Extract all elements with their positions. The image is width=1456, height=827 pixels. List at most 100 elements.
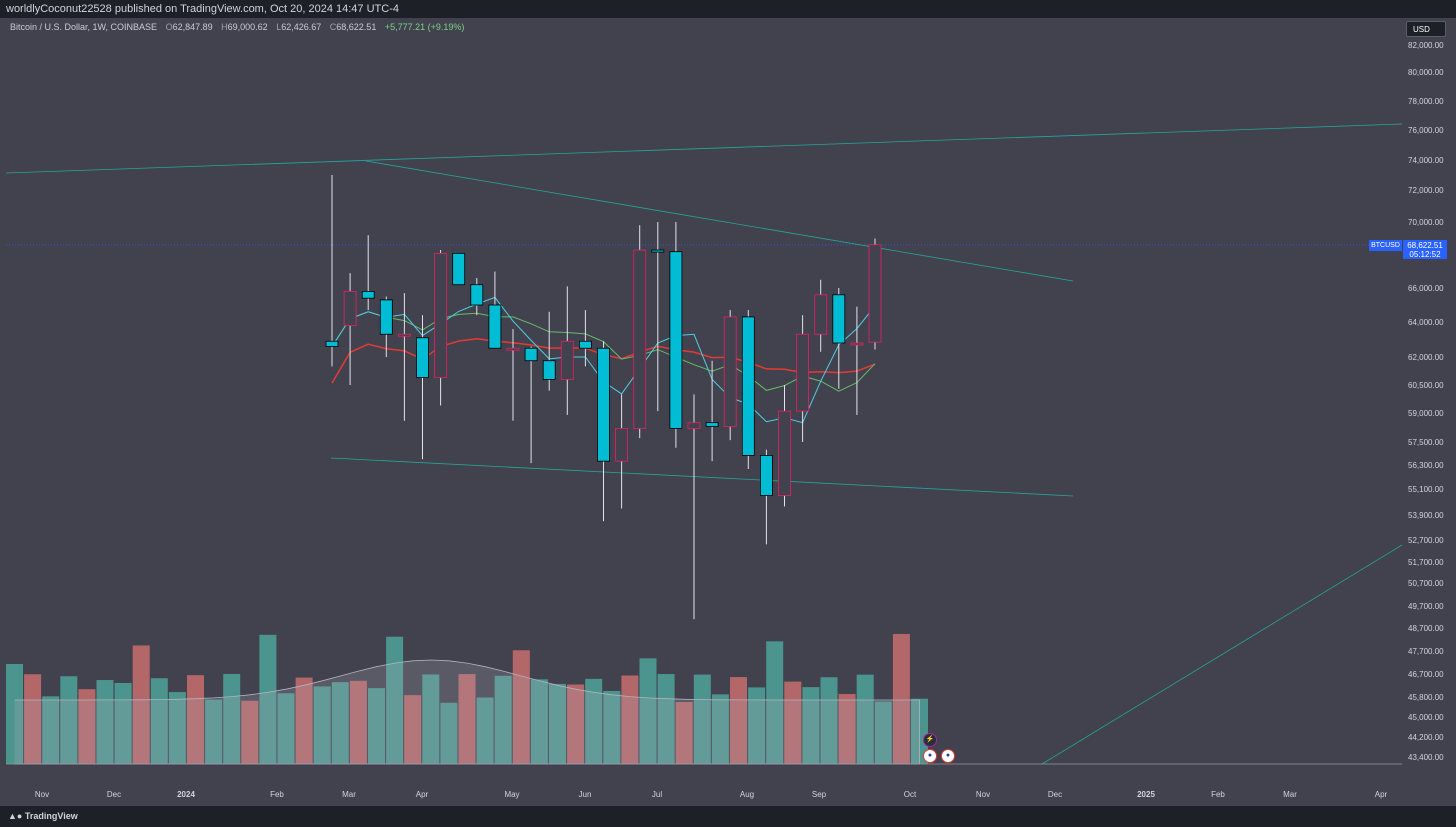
candle-body-down: [542, 360, 556, 380]
candle-body-down: [705, 422, 719, 427]
candle-body-down: [651, 249, 665, 253]
volume-bar: [241, 700, 259, 764]
time-tick-label: Sep: [812, 790, 827, 799]
price-tick-label: 59,000.00: [1408, 409, 1444, 418]
descending-resistance-trendline[interactable]: [365, 160, 1074, 282]
candle-body-up: [778, 410, 791, 496]
volume-bar: [476, 697, 494, 764]
candle-body-down: [325, 340, 339, 347]
price-tick-label: 78,000.00: [1408, 97, 1444, 106]
price-tick-label: 72,000.00: [1408, 186, 1444, 195]
price-tick-label: 52,700.00: [1408, 536, 1444, 545]
volume-bar: [820, 677, 838, 764]
lightning-icon[interactable]: ⚡: [923, 733, 937, 747]
price-tick-label: 82,000.00: [1408, 41, 1444, 50]
price-tick-label: 74,000.00: [1408, 156, 1444, 165]
volume-bar: [639, 658, 657, 764]
time-tick-label: Jul: [652, 790, 662, 799]
close-value: 68,622.51: [336, 22, 377, 32]
volume-bar: [205, 699, 223, 764]
price-tick-label: 48,700.00: [1408, 624, 1444, 633]
price-tick-label: 50,700.00: [1408, 579, 1444, 588]
candle-body-down: [416, 337, 429, 378]
candle-body-up: [687, 422, 701, 429]
volume-bar: [78, 689, 96, 764]
candle-body-down: [524, 347, 538, 362]
volume-bar: [603, 690, 621, 764]
us-flag-event-icon[interactable]: ●: [923, 749, 937, 763]
volume-bar: [331, 682, 349, 764]
volume-bar: [512, 650, 530, 764]
volume-bar: [856, 674, 874, 764]
time-tick-label: Feb: [270, 790, 284, 799]
upper-channel-trendline[interactable]: [5, 123, 1403, 174]
bar-countdown: 05:12:52: [1409, 250, 1441, 259]
price-tick-labels: 82,000.00 80,000.00 78,000.00 76,000.00 74,0…: [1408, 41, 1444, 762]
volume-bar: [168, 692, 186, 764]
volume-bar: [60, 676, 78, 764]
volume-bar: [730, 677, 747, 764]
time-tick-label: Oct: [904, 790, 917, 799]
volume-bar: [96, 680, 114, 764]
volume-bar: [494, 675, 512, 764]
price-tick-label: 80,000.00: [1408, 68, 1444, 77]
price-tick-label: 46,700.00: [1408, 670, 1444, 679]
ascending-support-trendline[interactable]: [1041, 544, 1403, 765]
candle-layer: [325, 175, 882, 620]
volume-layer: [6, 634, 928, 764]
tradingview-logo[interactable]: ▲● TradingView: [8, 811, 78, 821]
price-tick-label: 45,800.00: [1408, 693, 1444, 702]
lower-channel-trendline[interactable]: [330, 457, 1074, 497]
high-value: 69,000.62: [227, 22, 268, 32]
volume-bar: [6, 664, 23, 764]
volume-bar: [567, 684, 585, 764]
symbol-price-tag: BTCUSD: [1369, 240, 1402, 251]
price-tick-label: 43,400.00: [1408, 753, 1444, 762]
candle-body-up: [434, 252, 448, 378]
candle-body-up: [560, 340, 574, 380]
volume-bar: [892, 634, 910, 764]
volume-bar: [549, 683, 566, 764]
volume-bar: [711, 694, 729, 764]
volume-bar: [530, 679, 548, 764]
symbol-legend: Bitcoin / U.S. Dollar, 1W, COINBASE O62,…: [10, 22, 464, 32]
time-tick-label: Nov: [35, 790, 49, 799]
currency-button[interactable]: USD: [1406, 21, 1446, 37]
open-label: O: [165, 22, 173, 32]
price-tick-label: 64,000.00: [1408, 318, 1444, 327]
volume-bar: [24, 674, 42, 764]
candle-body-down: [470, 284, 484, 306]
volume-bar: [693, 674, 711, 764]
price-tick-label: 62,000.00: [1408, 353, 1444, 362]
price-tick-label: 53,900.00: [1408, 511, 1444, 520]
candle-body-down: [760, 455, 773, 496]
volume-bar: [766, 641, 784, 764]
candle-body-down: [597, 347, 610, 462]
symbol-title: Bitcoin / U.S. Dollar, 1W, COINBASE: [10, 22, 158, 32]
candle-body-down: [741, 316, 755, 456]
us-flag-event-icon-2[interactable]: ●: [941, 749, 955, 763]
candle-body-down: [579, 340, 592, 349]
time-tick-label: Mar: [1283, 790, 1297, 799]
time-tick-label: Mar: [342, 790, 356, 799]
time-tick-label: Jun: [579, 790, 592, 799]
time-tick-label: Dec: [1048, 790, 1062, 799]
volume-bar: [585, 678, 603, 764]
price-tick-label: 47,700.00: [1408, 647, 1444, 656]
volume-bar: [657, 674, 675, 764]
price-tick-label: 44,200.00: [1408, 733, 1444, 742]
volume-bar: [404, 695, 422, 764]
volume-bar: [313, 686, 331, 764]
candle-body-down: [832, 294, 846, 344]
price-tick-label: 57,500.00: [1408, 438, 1444, 447]
volume-bar: [349, 680, 367, 764]
time-tick-label: Apr: [1375, 790, 1388, 799]
price-tick-label: 49,700.00: [1408, 602, 1444, 611]
candle-body-down: [669, 251, 683, 429]
time-tick-label: Apr: [416, 790, 429, 799]
candle-body-down: [452, 252, 466, 286]
candle-body-up: [868, 244, 882, 343]
volume-bar: [748, 687, 766, 764]
volume-bar: [621, 675, 639, 764]
